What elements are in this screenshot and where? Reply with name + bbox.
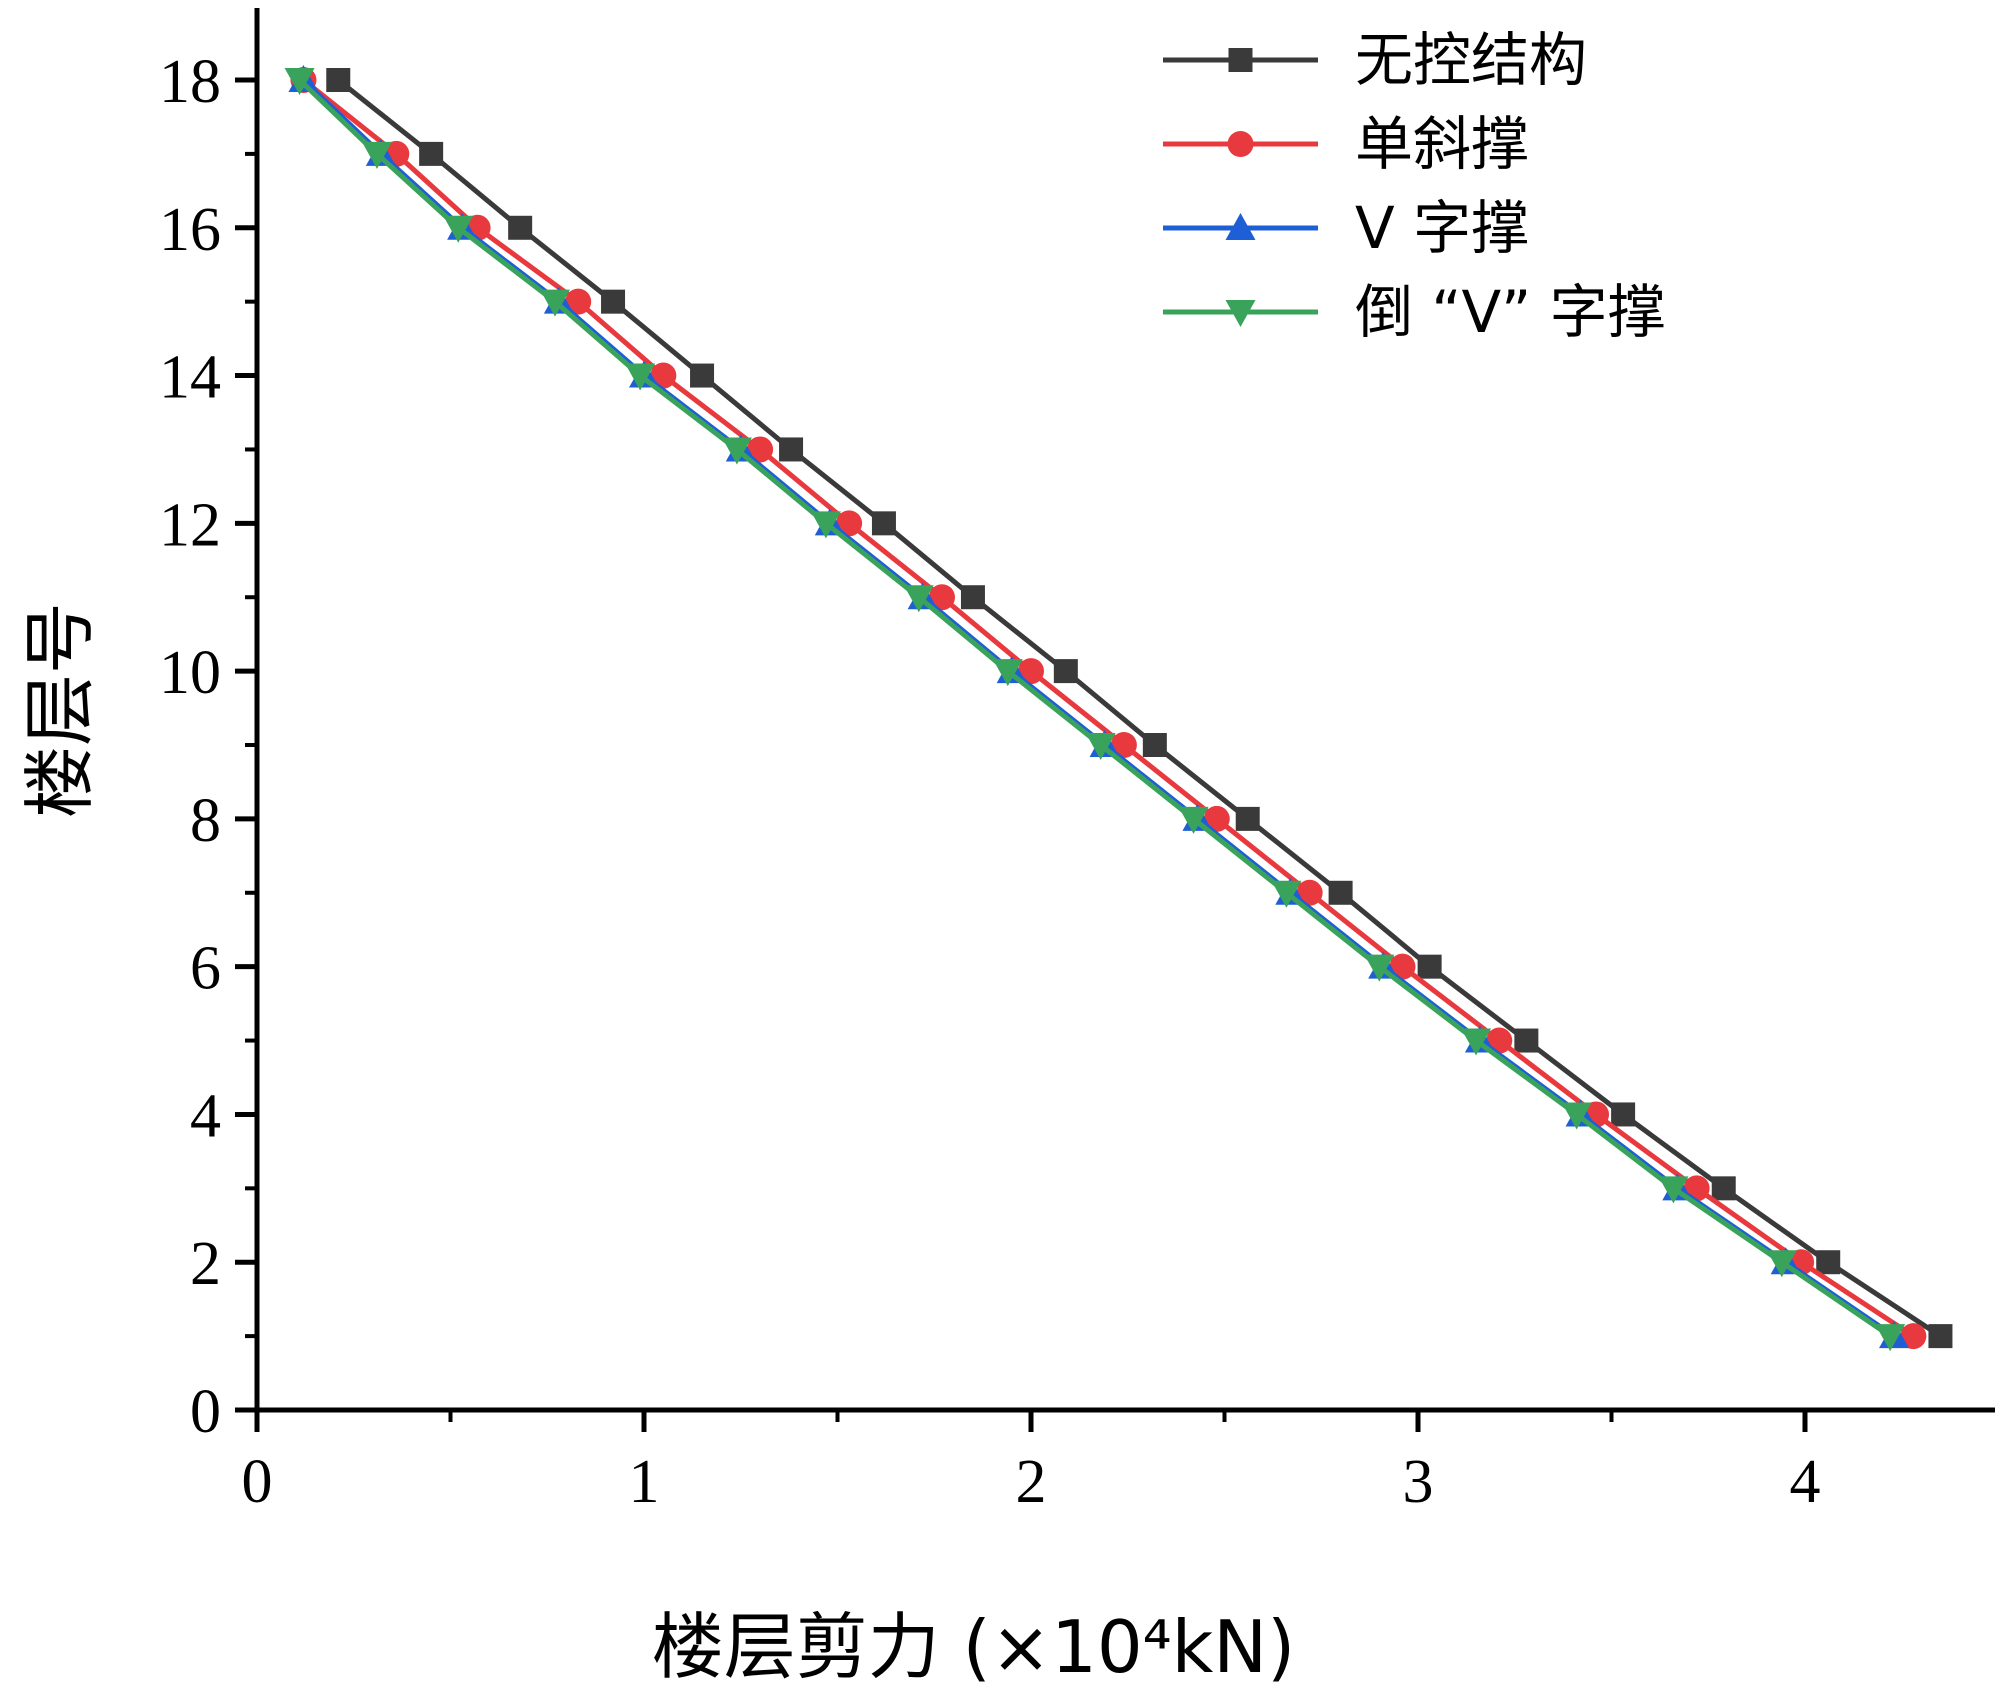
- data-point: [1611, 1102, 1636, 1127]
- legend-label: 倒 “V” 字撑: [1355, 278, 1666, 346]
- data-point: [721, 437, 752, 465]
- data-point: [1235, 806, 1260, 831]
- y-tick-label: 16: [159, 196, 221, 264]
- series-4: [284, 68, 1906, 1352]
- series-line: [301, 78, 1896, 1339]
- data-point: [539, 289, 570, 317]
- data-point: [625, 363, 656, 391]
- y-tick-label: 4: [190, 1082, 221, 1150]
- series-layer: [284, 65, 1953, 1352]
- data-point: [1561, 1102, 1592, 1130]
- data-point: [1328, 880, 1353, 905]
- legend-entry: 倒 “V” 字撑: [1163, 278, 1666, 346]
- data-point: [903, 585, 934, 613]
- x-ticks: 0 1 2 3 4: [242, 1410, 1821, 1516]
- data-point: [992, 659, 1023, 687]
- data-point: [690, 363, 715, 388]
- data-point: [1085, 733, 1116, 760]
- data-point: [747, 436, 774, 463]
- data-point: [1711, 1176, 1736, 1201]
- data-point: [326, 68, 351, 92]
- data-point: [1514, 1028, 1539, 1053]
- series-line: [336, 78, 1942, 1339]
- data-point: [1364, 954, 1395, 982]
- data-point: [1766, 1250, 1797, 1278]
- data-point: [508, 215, 533, 240]
- y-tick-label: 8: [190, 787, 221, 855]
- legend-label: 单斜撑: [1355, 110, 1529, 178]
- data-point: [871, 511, 896, 536]
- data-point: [1461, 1028, 1492, 1056]
- data-point: [810, 511, 841, 539]
- data-point: [1900, 1323, 1927, 1350]
- x-tick-label: 4: [1790, 1448, 1821, 1516]
- y-tick-label: 10: [159, 639, 221, 707]
- legend-marker: [1225, 213, 1256, 240]
- data-point: [650, 362, 677, 389]
- data-point: [419, 141, 444, 166]
- data-point: [1658, 1176, 1689, 1204]
- data-point: [1203, 805, 1230, 832]
- data-point: [1142, 733, 1167, 757]
- y-tick-label: 14: [159, 344, 221, 412]
- y-tick-label: 12: [159, 491, 221, 559]
- legend-marker: [1228, 48, 1253, 72]
- data-point: [443, 215, 474, 243]
- series-2: [290, 67, 1927, 1350]
- y-axis-title: 楼层号: [18, 602, 102, 818]
- y-tick-label: 18: [159, 48, 221, 116]
- legend-entry: V 字撑: [1163, 194, 1529, 262]
- x-tick-label: 2: [1016, 1448, 1047, 1516]
- y-ticks: 0 2 4 6 8 10 12 14 16 18: [159, 48, 257, 1446]
- data-point: [1389, 953, 1416, 980]
- data-point: [1816, 1250, 1841, 1275]
- series-line: [301, 78, 1915, 1339]
- series-3: [288, 65, 1910, 1349]
- data-point: [361, 141, 392, 169]
- x-tick-label: 0: [242, 1448, 273, 1516]
- series-line: [297, 78, 1892, 1339]
- data-point: [1018, 658, 1044, 685]
- legend-entry: 无控结构: [1163, 26, 1587, 94]
- data-point: [1053, 659, 1078, 684]
- legend-label: V 字撑: [1355, 194, 1529, 262]
- legend-marker: [1227, 131, 1254, 157]
- data-point: [779, 437, 804, 462]
- data-point: [1271, 880, 1302, 908]
- legend-marker: [1225, 300, 1256, 327]
- data-point: [1296, 879, 1323, 906]
- data-point: [1875, 1324, 1906, 1352]
- x-tick-label: 1: [629, 1448, 660, 1516]
- data-point: [565, 288, 592, 315]
- legend-label: 无控结构: [1355, 26, 1587, 94]
- data-point: [1417, 954, 1442, 979]
- data-point: [960, 585, 985, 610]
- legend-entry: 单斜撑: [1163, 110, 1529, 178]
- data-point: [1178, 806, 1209, 834]
- data-point: [836, 510, 863, 537]
- data-point: [928, 584, 955, 611]
- x-tick-label: 3: [1403, 1448, 1434, 1516]
- data-point: [601, 289, 626, 314]
- data-point: [1110, 732, 1137, 758]
- data-point: [284, 68, 315, 95]
- data-point: [1928, 1324, 1953, 1349]
- y-tick-label: 2: [190, 1230, 221, 1298]
- series-1: [326, 68, 1953, 1349]
- x-axis-title: 楼层剪力 (×10⁴kN): [652, 1605, 1295, 1689]
- y-tick-label: 6: [190, 935, 221, 1003]
- y-tick-label: 0: [190, 1378, 221, 1446]
